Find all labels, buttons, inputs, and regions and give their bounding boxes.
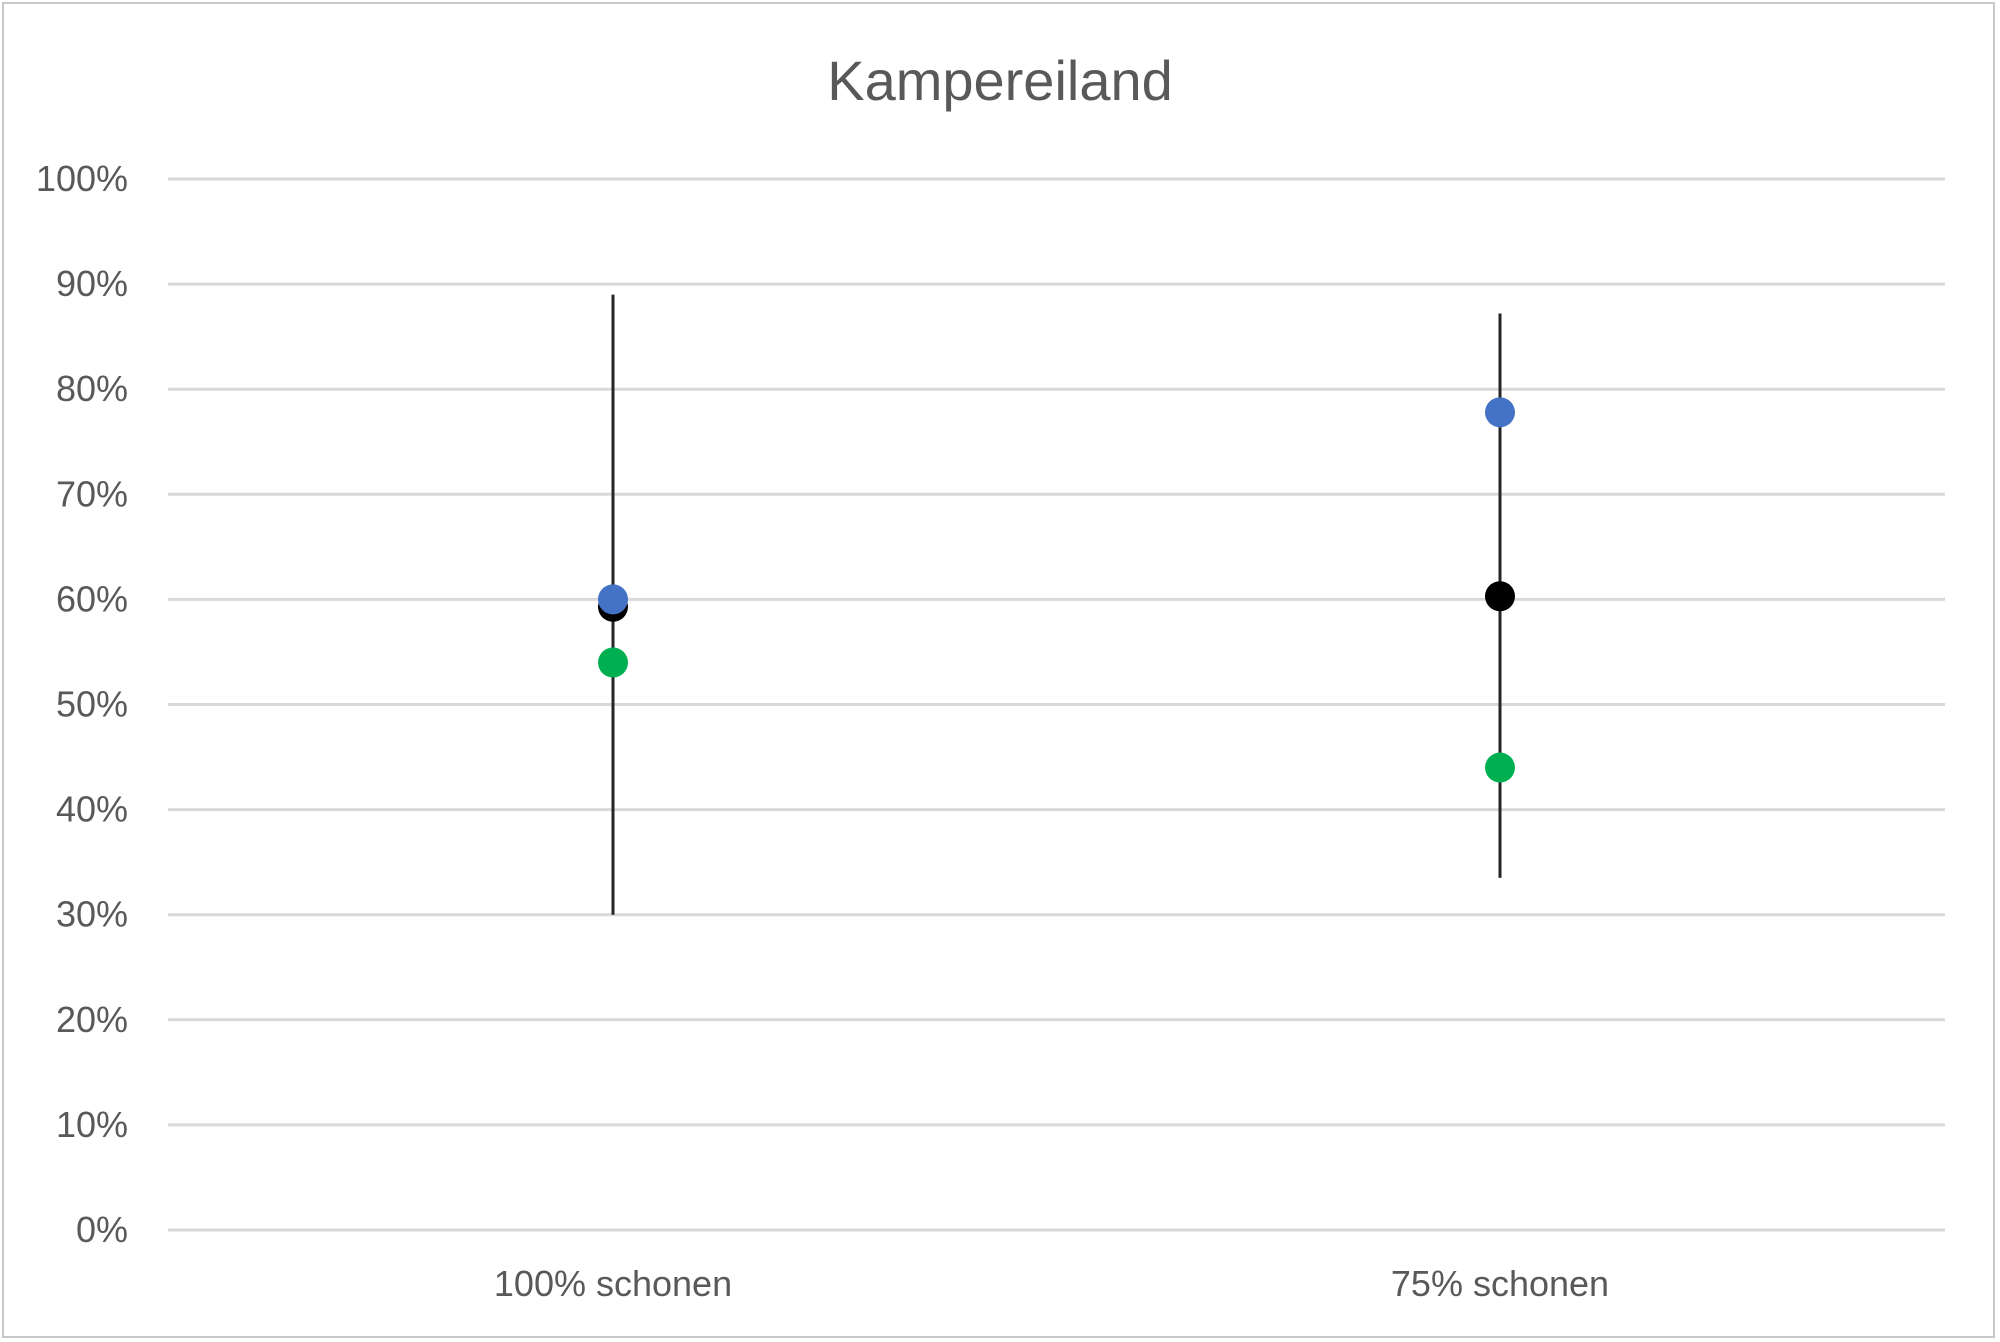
data-point	[598, 647, 628, 678]
y-tick-label: 0%	[76, 1209, 128, 1250]
data-point	[1485, 397, 1515, 428]
x-category-label: 100% schonen	[494, 1263, 732, 1304]
y-tick-label: 90%	[56, 263, 128, 304]
y-axis-ticks: 0% 10% 20% 30% 40% 50% 60% 70% 80% 90% 100%	[36, 158, 128, 1250]
y-tick-label: 10%	[56, 1104, 128, 1145]
data-point	[1485, 581, 1515, 612]
data-points	[598, 397, 1515, 783]
y-tick-label: 100%	[36, 158, 128, 199]
y-tick-label: 70%	[56, 473, 128, 514]
data-point	[1485, 752, 1515, 783]
x-axis-categories: 100% schonen 75% schonen	[494, 1263, 1609, 1304]
y-tick-label: 60%	[56, 578, 128, 619]
error-bars	[611, 294, 1502, 915]
y-tick-label: 40%	[56, 789, 128, 830]
y-tick-label: 80%	[56, 368, 128, 409]
y-tick-label: 50%	[56, 684, 128, 725]
y-tick-label: 30%	[56, 894, 128, 935]
y-tick-label: 20%	[56, 999, 128, 1040]
data-point	[598, 584, 628, 615]
gridlines	[168, 177, 1945, 1232]
x-category-label: 75% schonen	[1391, 1263, 1609, 1304]
chart-title: Kampereiland	[827, 49, 1173, 112]
